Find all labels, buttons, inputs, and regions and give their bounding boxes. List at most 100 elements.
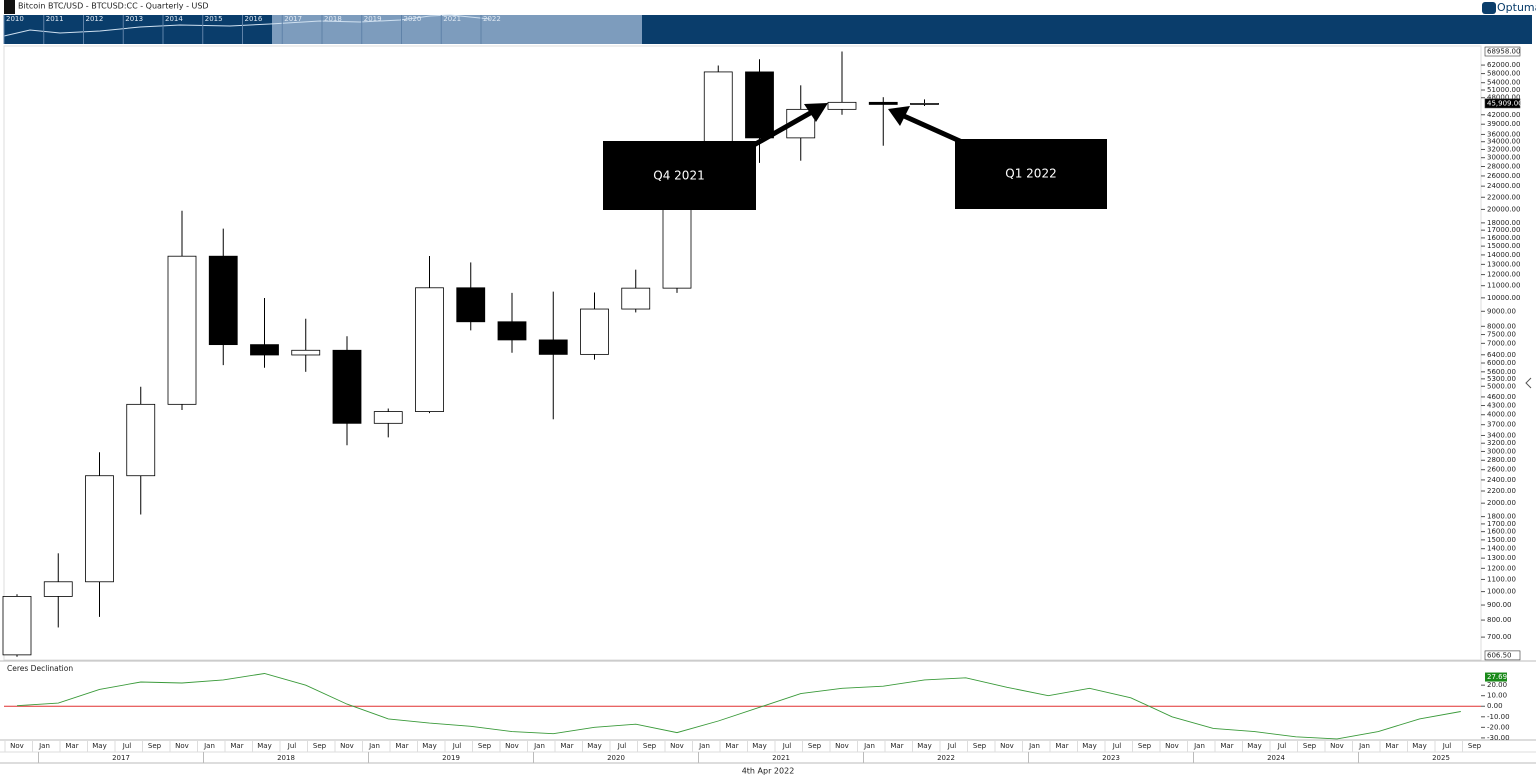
menu-icon[interactable] bbox=[4, 0, 15, 14]
y-tick-label: 5300.00 bbox=[1487, 375, 1516, 383]
price-label: 606.50 bbox=[1487, 651, 1512, 659]
x-tick-label: Jan bbox=[368, 742, 380, 750]
y-tick-label: 1700.00 bbox=[1487, 520, 1516, 528]
navigator[interactable] bbox=[3, 14, 1532, 44]
candle-body bbox=[497, 321, 527, 341]
price-label-box bbox=[1484, 46, 1521, 57]
candle-body bbox=[2, 596, 32, 656]
x-tick-label: May bbox=[1412, 742, 1426, 750]
candle-body bbox=[250, 344, 279, 356]
y-tick-label: 5600.00 bbox=[1487, 368, 1516, 376]
navigator-year: 2013 bbox=[125, 15, 143, 23]
x-tick-label: Nov bbox=[340, 742, 354, 750]
x-tick-label: Mar bbox=[230, 742, 243, 750]
y-tick-label: 1200.00 bbox=[1487, 564, 1516, 572]
navigator-year: 2020 bbox=[404, 15, 422, 23]
navigator-year: 2014 bbox=[165, 15, 183, 23]
y-tick-label: 51000.00 bbox=[1487, 86, 1520, 94]
x-tick-label: Mar bbox=[1055, 742, 1068, 750]
y-tick-label: 4600.00 bbox=[1487, 393, 1516, 401]
y-tick-label: 48000.00 bbox=[1487, 94, 1520, 102]
year-label: 2024 bbox=[1267, 754, 1285, 762]
navigator-year: 2018 bbox=[324, 15, 342, 23]
footer-date: 4th Apr 2022 bbox=[742, 767, 795, 776]
y-tick-label: 8000.00 bbox=[1487, 322, 1516, 330]
y-tick-label: 1300.00 bbox=[1487, 554, 1516, 562]
y-tick-label: 4300.00 bbox=[1487, 402, 1516, 410]
price-label: 45,909.00 bbox=[1487, 99, 1523, 107]
annotation: Q4 2021 Q1 2022 bbox=[603, 103, 1107, 210]
y-tick-label: 5000.00 bbox=[1487, 382, 1516, 390]
x-tick-label: Mar bbox=[725, 742, 738, 750]
last-value-box bbox=[1485, 672, 1507, 682]
x-tick-label: May bbox=[917, 742, 931, 750]
x-tick-label: Jul bbox=[1277, 742, 1287, 750]
x-tick-label: Sep bbox=[973, 742, 987, 750]
x-tick-label: Nov bbox=[10, 742, 24, 750]
price-label: 68958.00 bbox=[1487, 48, 1520, 56]
y-tick-label: -30.00 bbox=[1487, 734, 1510, 742]
x-tick-label: Nov bbox=[1165, 742, 1179, 750]
y-tick-label: 15000.00 bbox=[1487, 242, 1520, 250]
y-tick-label: 16000.00 bbox=[1487, 234, 1520, 242]
candle-body bbox=[85, 475, 114, 583]
navigator-year: 2017 bbox=[284, 15, 302, 23]
y-tick-label: 2200.00 bbox=[1487, 487, 1516, 495]
year-label: 2018 bbox=[277, 754, 295, 762]
candle-body bbox=[291, 349, 321, 356]
y-tick-label: 14000.00 bbox=[1487, 251, 1520, 259]
x-tick-label: Jan bbox=[1358, 742, 1370, 750]
x-tick-label: Jul bbox=[617, 742, 627, 750]
y-tick-label: 7000.00 bbox=[1487, 339, 1516, 347]
x-tick-label: May bbox=[257, 742, 271, 750]
x-tick-label: Jan bbox=[863, 742, 875, 750]
x-tick-label: Jan bbox=[698, 742, 710, 750]
x-tick-label: Sep bbox=[1138, 742, 1152, 750]
y-tick-label: 2600.00 bbox=[1487, 466, 1516, 474]
collapse-toggle[interactable] bbox=[1525, 377, 1532, 389]
navigator-year: 2015 bbox=[205, 15, 223, 23]
x-tick-label: Nov bbox=[1000, 742, 1014, 750]
x-tick-label: May bbox=[752, 742, 766, 750]
y-tick-label: 9000.00 bbox=[1487, 307, 1516, 315]
x-tick-label: Sep bbox=[1468, 742, 1482, 750]
y-tick-label: 11000.00 bbox=[1487, 282, 1520, 290]
y-tick-label: 12000.00 bbox=[1487, 271, 1520, 279]
y-tick-label: 6000.00 bbox=[1487, 359, 1516, 367]
arrow bbox=[902, 113, 964, 145]
navigator-year: 2010 bbox=[6, 15, 24, 23]
y-tick-label: 20000.00 bbox=[1487, 205, 1520, 213]
y-tick-label: 800.00 bbox=[1487, 616, 1512, 624]
y-tick-label: 36000.00 bbox=[1487, 130, 1520, 138]
indicator-line bbox=[16, 673, 1461, 740]
y-tick-label: 2000.00 bbox=[1487, 499, 1516, 507]
arrowhead bbox=[888, 106, 910, 126]
x-tick-label: Nov bbox=[1330, 742, 1344, 750]
x-tick-label: Jan bbox=[533, 742, 545, 750]
y-tick-label: 1400.00 bbox=[1487, 545, 1516, 553]
navigator-bg bbox=[4, 15, 1532, 44]
y-tick-label: 34000.00 bbox=[1487, 138, 1520, 146]
indicator-title: Ceres Declination bbox=[7, 664, 73, 673]
year-label: 2025 bbox=[1432, 754, 1450, 762]
y-tick-label: 28000.00 bbox=[1487, 162, 1520, 170]
annotation-label: Q1 2022 bbox=[1005, 167, 1056, 181]
navigator-selection[interactable] bbox=[272, 15, 642, 44]
x-tick-label: Mar bbox=[1385, 742, 1398, 750]
y-tick-label: 3400.00 bbox=[1487, 431, 1516, 439]
candle-body bbox=[910, 103, 939, 105]
y-tick-label: 0.00 bbox=[1487, 702, 1503, 710]
y-tick-label: 900.00 bbox=[1487, 601, 1512, 609]
y-tick-label: 7500.00 bbox=[1487, 331, 1516, 339]
x-tick-label: Sep bbox=[313, 742, 327, 750]
x-tick-label: Sep bbox=[643, 742, 657, 750]
y-tick-label: 700.00 bbox=[1487, 633, 1512, 641]
x-tick-label: Jan bbox=[1193, 742, 1205, 750]
x-tick-label: May bbox=[1082, 742, 1096, 750]
x-tick-label: Jan bbox=[38, 742, 50, 750]
x-tick-label: Sep bbox=[808, 742, 822, 750]
x-tick-label: Jan bbox=[203, 742, 215, 750]
navigator-year: 2016 bbox=[245, 15, 263, 23]
y-tick-label: -10.00 bbox=[1487, 713, 1510, 721]
y-tick-label: 1100.00 bbox=[1487, 575, 1516, 583]
